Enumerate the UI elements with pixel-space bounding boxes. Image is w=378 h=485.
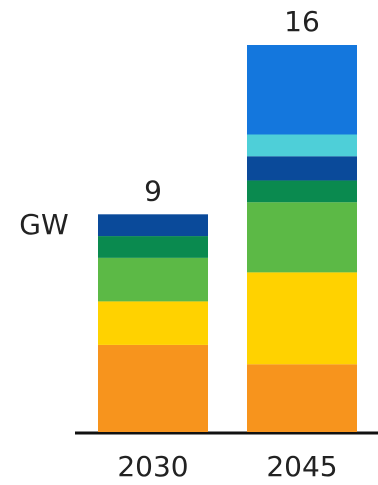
bar-segment: [98, 236, 208, 258]
bar-segment: [98, 214, 208, 237]
bar-segment: [98, 301, 208, 345]
total-label: 9: [144, 174, 162, 207]
x-tick-label: 2030: [117, 450, 188, 483]
bar-segment: [247, 45, 357, 135]
bar-segment: [247, 134, 357, 157]
total-label: 16: [284, 5, 320, 38]
bar-segment: [98, 257, 208, 302]
bar-segment: [247, 156, 357, 181]
bar-segment: [247, 202, 357, 273]
x-tick-label: 2045: [266, 450, 337, 483]
bar-segment: [247, 272, 357, 365]
bar-segment: [247, 364, 357, 432]
bar-segment: [247, 180, 357, 203]
bar-segment: [98, 344, 208, 432]
y-axis-label: GW: [19, 208, 68, 241]
